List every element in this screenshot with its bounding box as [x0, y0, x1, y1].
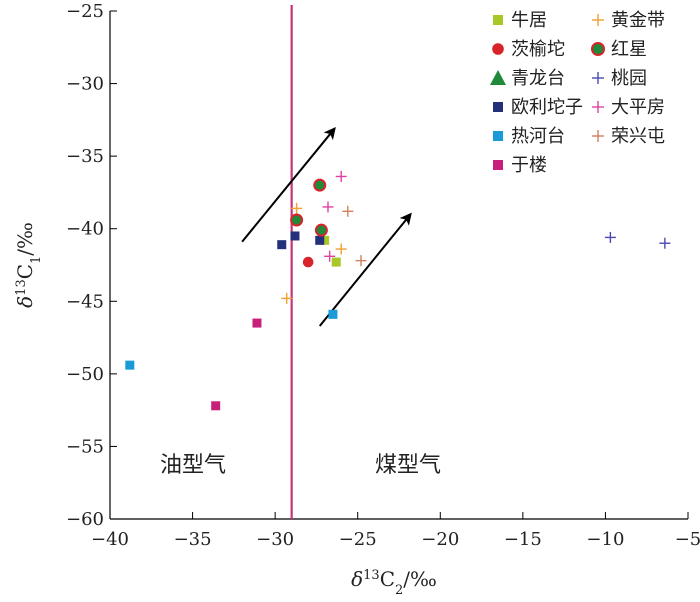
data-point — [328, 309, 338, 319]
data-point — [290, 231, 300, 241]
data-point — [291, 202, 303, 214]
legend-marker — [592, 101, 604, 113]
legend-label: 红星 — [611, 39, 647, 60]
y-tick-label: −55 — [66, 436, 104, 457]
region-labels: 油型气 煤型气 — [160, 453, 441, 478]
legend-marker — [492, 43, 504, 55]
data-point — [302, 256, 314, 268]
legend-marker — [493, 15, 503, 25]
y-tick-label: −45 — [66, 291, 104, 312]
legend-marker — [592, 72, 604, 84]
arrow-layer — [241, 127, 412, 327]
legend-label: 于楼 — [511, 155, 547, 176]
data-point — [125, 360, 135, 370]
y-tick-label: −50 — [66, 364, 104, 385]
legend-item: 大平房 — [592, 97, 665, 118]
legend-marker — [493, 131, 503, 141]
legend-label: 桃园 — [611, 68, 647, 89]
data-point — [342, 205, 354, 217]
data-point — [211, 401, 221, 411]
legend-label: 荣兴屯 — [611, 126, 665, 147]
legend-item: 牛居 — [493, 10, 547, 31]
data-point — [252, 318, 262, 328]
x-tick-label: −10 — [586, 529, 624, 550]
data-point — [290, 213, 304, 227]
legend-item: 桃园 — [592, 68, 647, 89]
legend-item: 茨榆坨 — [492, 39, 565, 60]
data-point — [355, 255, 367, 267]
data-point — [281, 292, 293, 304]
data-point — [331, 257, 341, 267]
x-tick-label: −25 — [339, 529, 377, 550]
legend-marker — [591, 42, 605, 56]
x-tick-label: −5 — [675, 529, 700, 550]
y-axis-label: δ13C1/‰ — [13, 222, 44, 308]
x-tick-label: −40 — [91, 529, 129, 550]
legend-label: 大平房 — [611, 97, 665, 118]
y-tick-label: −40 — [66, 219, 104, 240]
legend-label: 欧利坨子 — [511, 97, 583, 118]
data-point — [313, 178, 327, 192]
legend-marker — [493, 160, 503, 170]
legend-item: 于楼 — [493, 155, 547, 176]
legend-item: 黄金带 — [592, 10, 665, 31]
data-point — [277, 240, 287, 250]
data-point — [604, 231, 616, 243]
y-tick-label: −35 — [66, 146, 104, 167]
legend-item: 荣兴屯 — [592, 126, 665, 147]
oil-gas-region-label: 油型气 — [160, 453, 226, 478]
legend-marker — [493, 102, 503, 112]
legend-marker — [592, 130, 604, 142]
legend-label: 黄金带 — [611, 10, 665, 31]
x-tick-label: −30 — [256, 529, 294, 550]
coal-gas-region-label: 煤型气 — [375, 453, 441, 478]
legend-item: 红星 — [591, 39, 647, 60]
data-point — [659, 237, 671, 249]
legend-marker — [592, 14, 604, 26]
x-tick-label: −35 — [174, 529, 212, 550]
legend-label: 牛居 — [511, 10, 547, 31]
data-point — [324, 250, 336, 262]
legend-label: 热河台 — [511, 126, 565, 147]
data-point — [322, 201, 334, 213]
x-tick-label: −15 — [504, 529, 542, 550]
data-point — [335, 170, 347, 182]
legend-item: 热河台 — [493, 126, 565, 147]
x-tick-label: −20 — [421, 529, 459, 550]
x-axis-label: δ13C2/‰ — [351, 567, 437, 598]
data-point — [315, 235, 325, 245]
trend-arrow — [241, 127, 336, 243]
y-tick-label: −30 — [66, 74, 104, 95]
data-points — [125, 170, 671, 411]
trend-arrow — [318, 212, 412, 327]
y-tick-label: −60 — [66, 509, 104, 530]
legend-label: 青龙台 — [511, 68, 565, 89]
data-point — [320, 235, 330, 245]
y-tick-label: −25 — [66, 1, 104, 22]
legend-item: 欧利坨子 — [493, 97, 583, 118]
legend-marker — [490, 70, 506, 85]
legend-label: 茨榆坨 — [511, 39, 565, 60]
legend-item: 青龙台 — [490, 68, 565, 89]
data-point — [314, 223, 328, 237]
data-point — [335, 243, 347, 255]
axes: −40 −35 −30 −25 −20 −15 −10 −5 −25 −30 −35 −40 −45 −5… — [66, 1, 700, 550]
